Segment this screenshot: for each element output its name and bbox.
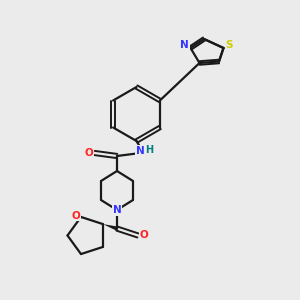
- Text: O: O: [84, 148, 93, 158]
- Text: H: H: [145, 145, 153, 155]
- Text: O: O: [140, 230, 148, 241]
- Text: N: N: [112, 205, 122, 215]
- Text: S: S: [226, 40, 233, 50]
- Text: N: N: [180, 40, 189, 50]
- Text: O: O: [71, 211, 80, 221]
- Text: N: N: [136, 146, 145, 156]
- Polygon shape: [103, 224, 118, 231]
